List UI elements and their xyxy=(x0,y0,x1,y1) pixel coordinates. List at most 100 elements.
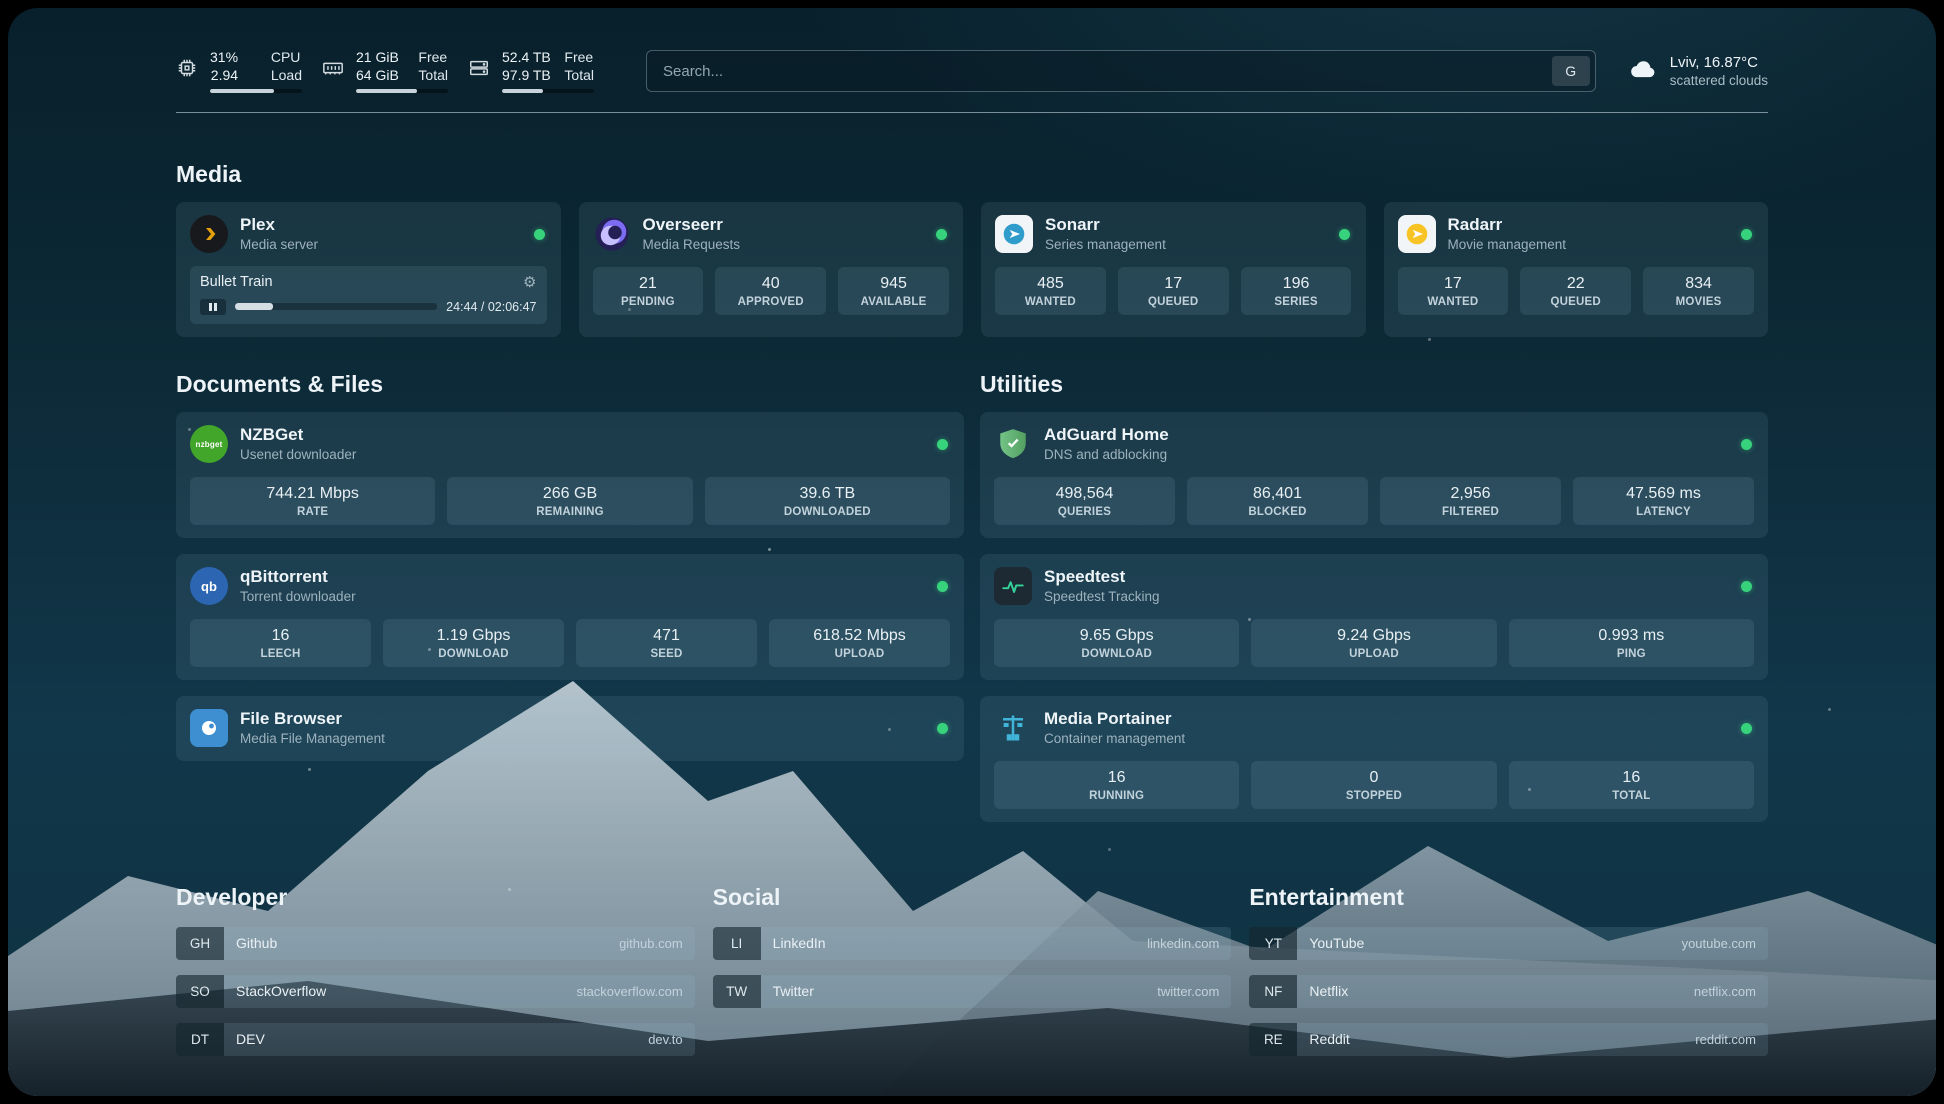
bookmark-abbr: SO xyxy=(176,974,224,1008)
section-title-social: Social xyxy=(712,883,781,910)
service-name: File Browser xyxy=(240,708,343,728)
service-desc: Torrent downloader xyxy=(240,589,356,605)
service-name: qBittorrent xyxy=(240,566,328,586)
status-dot xyxy=(1741,722,1752,734)
bookmark-url: netflix.com xyxy=(1693,983,1756,999)
stat-total: 16 TOTAL xyxy=(1508,760,1754,809)
disk-free-value: 52.4 TB xyxy=(502,48,551,65)
stat-wanted: 17 WANTED xyxy=(1397,266,1509,315)
service-card-portainer[interactable]: Media Portainer Container management 16 … xyxy=(980,695,1768,822)
disk-free-label: Free xyxy=(564,48,594,65)
search-input[interactable] xyxy=(661,61,1552,81)
cpu-load-label: Load xyxy=(270,66,302,83)
status-dot xyxy=(937,580,948,592)
status-dot xyxy=(1338,228,1350,240)
radarr-icon xyxy=(1397,215,1436,254)
stat-filtered: 2,956 FILTERED xyxy=(1380,476,1561,525)
service-name: NZBGet xyxy=(240,424,304,444)
section-title-files: Documents & Files xyxy=(176,370,384,397)
bookmark-name: DEV xyxy=(236,1031,265,1048)
bookmark-dev[interactable]: DT DEV dev.to xyxy=(176,1022,695,1056)
stat-blocked: 86,401 BLOCKED xyxy=(1187,476,1368,525)
stat-available: 945 AVAILABLE xyxy=(838,266,949,315)
disk-progress-fill xyxy=(502,89,544,94)
stat-seed: 471 SEED xyxy=(576,618,757,667)
service-desc: Speedtest Tracking xyxy=(1044,589,1160,605)
bookmark-linkedin[interactable]: LI LinkedIn linkedin.com xyxy=(712,926,1232,960)
bookmark-youtube[interactable]: YT YouTube youtube.com xyxy=(1249,926,1768,960)
playback-progress-track[interactable] xyxy=(235,303,438,311)
stat-downloaded: 39.6 TB DOWNLOADED xyxy=(704,476,950,525)
weather-condition: scattered clouds xyxy=(1669,73,1768,88)
bookmark-url: stackoverflow.com xyxy=(576,983,683,999)
bookmark-github[interactable]: GH Github github.com xyxy=(176,926,695,960)
memory-widget: 21 GiB 64 GiB Free Total xyxy=(322,49,448,94)
bookmark-stackoverflow[interactable]: SO StackOverflow stackoverflow.com xyxy=(176,974,695,1008)
bookmark-abbr: DT xyxy=(176,1022,224,1056)
bookmark-reddit[interactable]: RE Reddit reddit.com xyxy=(1249,1022,1768,1056)
service-card-nzbget[interactable]: nzbget NZBGet Usenet downloader 744.21 M… xyxy=(176,411,964,538)
stat-leech: 16 LEECH xyxy=(190,618,371,667)
service-desc: DNS and adblocking xyxy=(1044,447,1168,463)
service-name: Overseerr xyxy=(642,215,723,234)
qbittorrent-icon: qb xyxy=(190,567,228,606)
stat-running: 16 RUNNING xyxy=(994,760,1240,809)
cpu-progress-track xyxy=(210,89,302,94)
service-desc: Container management xyxy=(1044,731,1186,747)
bookmark-netflix[interactable]: NF Netflix netflix.com xyxy=(1249,974,1768,1008)
portainer-icon xyxy=(994,709,1032,747)
service-card-sonarr[interactable]: Sonarr Series management 485 WANTED 17 Q… xyxy=(981,202,1366,337)
service-name: Media Portainer xyxy=(1044,708,1172,728)
bookmark-name: Twitter xyxy=(772,983,814,1000)
adguard-icon xyxy=(994,425,1032,463)
utilities-column: Utilities AdGuard xyxy=(980,371,1768,838)
playback-time: 24:44 / 02:06:47 xyxy=(446,299,537,314)
bookmark-url: youtube.com xyxy=(1681,935,1756,951)
bookmark-abbr: YT xyxy=(1249,926,1298,960)
bookmark-twitter[interactable]: TW Twitter twitter.com xyxy=(712,974,1232,1008)
bookmark-url: twitter.com xyxy=(1157,983,1220,999)
stat-queued: 22 QUEUED xyxy=(1520,266,1632,315)
service-card-speedtest[interactable]: Speedtest Speedtest Tracking 9.65 Gbps D… xyxy=(980,553,1768,680)
service-desc: Series management xyxy=(1045,237,1166,253)
disk-progress-track xyxy=(502,89,594,94)
pause-button[interactable] xyxy=(200,298,226,315)
stat-upload: 9.24 Gbps UPLOAD xyxy=(1251,618,1497,667)
status-dot xyxy=(1741,228,1752,240)
bookmark-url: linkedin.com xyxy=(1147,935,1220,951)
now-playing-title: Bullet Train xyxy=(200,273,273,290)
service-card-filebrowser[interactable]: File Browser Media File Management xyxy=(176,695,964,761)
service-desc: Movie management xyxy=(1447,237,1567,253)
search-bar[interactable]: G xyxy=(646,50,1596,92)
header-divider xyxy=(176,112,1768,113)
weather-location: Lviv, 16.87°C xyxy=(1669,54,1758,71)
service-card-qbittorrent[interactable]: qb qBittorrent Torrent downloader 16 LEE… xyxy=(176,553,964,680)
gear-icon[interactable]: ⚙ xyxy=(523,273,537,291)
service-name: AdGuard Home xyxy=(1044,424,1169,444)
documents-column: Documents & Files nzbget NZBGet Usenet d… xyxy=(176,371,964,777)
now-playing-box: Bullet Train ⚙ 24:44 / 02:06:47 xyxy=(190,265,547,324)
section-title-developer: Developer xyxy=(176,883,288,910)
service-name: Radarr xyxy=(1447,215,1503,234)
memory-free-label: Free xyxy=(418,48,448,65)
speedtest-icon xyxy=(994,567,1032,606)
dashboard-frame: 31% 2.94 CPU Load xyxy=(8,8,1936,1096)
service-card-overseerr[interactable]: Overseerr Media Requests 21 PENDING 40 A… xyxy=(578,202,963,337)
cloud-icon xyxy=(1628,54,1658,89)
cpu-progress-fill xyxy=(210,89,275,94)
stat-queries: 498,564 QUERIES xyxy=(994,476,1175,525)
service-card-adguard[interactable]: AdGuard Home DNS and adblocking 498,564 … xyxy=(980,411,1768,538)
bookmark-abbr: RE xyxy=(1249,1022,1298,1056)
service-card-plex[interactable]: Plex Media server Bullet Train ⚙ xyxy=(176,202,561,337)
bookmark-name: LinkedIn xyxy=(772,935,826,952)
service-name: Sonarr xyxy=(1045,215,1100,234)
service-desc: Media server xyxy=(240,237,319,253)
bookmarks-social: Social LI LinkedIn linkedin.com TW Twitt… xyxy=(712,883,1232,1071)
disk-total-value: 97.9 TB xyxy=(502,66,551,83)
service-card-radarr[interactable]: Radarr Movie management 17 WANTED 22 QUE… xyxy=(1383,202,1768,337)
bookmark-url: github.com xyxy=(619,935,683,951)
nzbget-icon: nzbget xyxy=(190,425,228,464)
service-name: Plex xyxy=(240,215,275,234)
search-provider-button[interactable]: G xyxy=(1551,56,1590,86)
status-dot xyxy=(937,722,948,734)
